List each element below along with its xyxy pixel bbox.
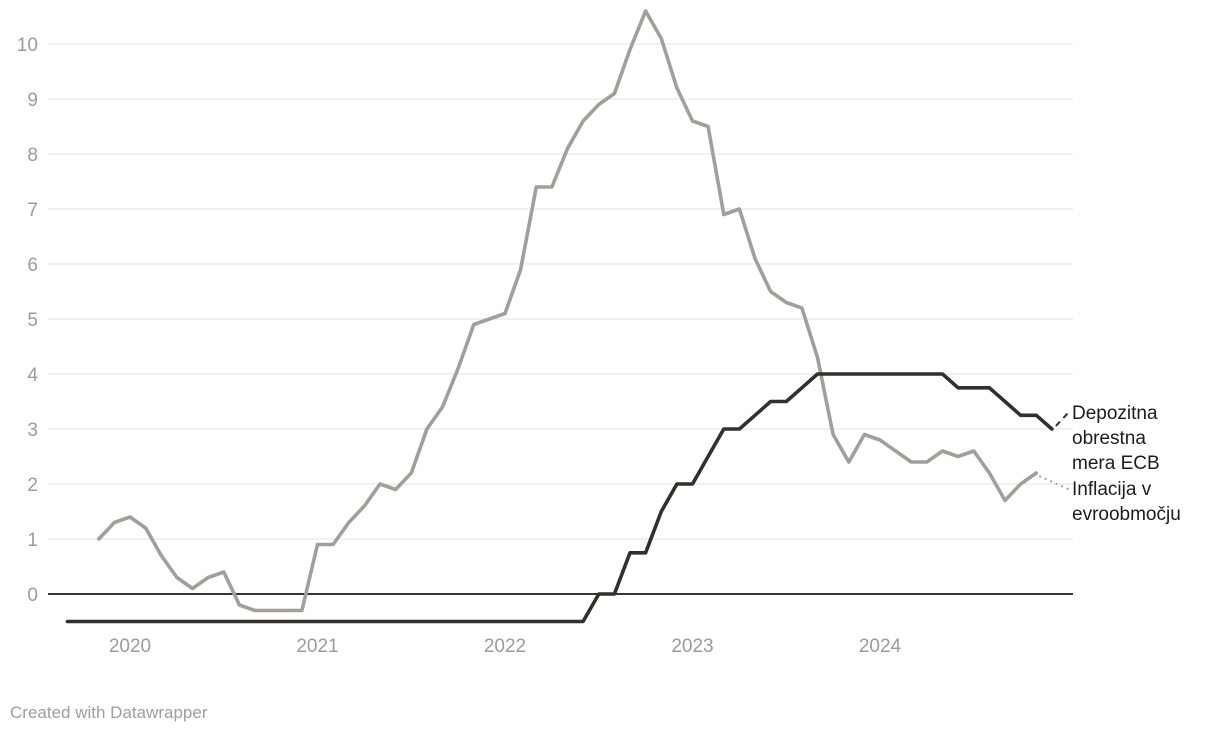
y-axis-label-3: 3 bbox=[27, 420, 38, 441]
y-axis-label-4: 4 bbox=[27, 365, 38, 386]
series-line-inflation bbox=[97, 9, 1039, 613]
leader-line-deposit-rate bbox=[1055, 411, 1070, 427]
leader-line-inflation bbox=[1038, 475, 1071, 491]
y-axis-label-1: 1 bbox=[27, 530, 38, 551]
y-axis-label-0: 0 bbox=[27, 585, 38, 606]
series-line-deposit-rate bbox=[65, 372, 1054, 624]
y-axis-label-5: 5 bbox=[27, 310, 38, 331]
attribution-text: Created with Datawrapper bbox=[10, 703, 208, 722]
x-axis-label-2024: 2024 bbox=[859, 636, 902, 657]
y-axis-label-8: 8 bbox=[27, 145, 38, 166]
x-axis-label-2021: 2021 bbox=[296, 636, 338, 657]
y-axis-label-7: 7 bbox=[27, 200, 38, 221]
line-chart: 0 1 2 3 4 5 6 7 8 9 10 2020 2021 2022 2023 2024 bbox=[17, 9, 1073, 657]
y-axis-label-10: 10 bbox=[17, 35, 38, 56]
legend-label-deposit-rate: Depozitna obrestna mera ECB bbox=[1072, 403, 1160, 474]
y-axis-label-9: 9 bbox=[27, 90, 38, 111]
x-axis-label-2023: 2023 bbox=[671, 636, 713, 657]
x-axis-label-2020: 2020 bbox=[109, 636, 151, 657]
y-axis-label-2: 2 bbox=[27, 475, 38, 496]
legend-label-inflation: Inflacija v evroobmočju bbox=[1072, 479, 1181, 525]
y-axis-label-6: 6 bbox=[27, 255, 38, 276]
x-axis-label-2022: 2022 bbox=[484, 636, 526, 657]
